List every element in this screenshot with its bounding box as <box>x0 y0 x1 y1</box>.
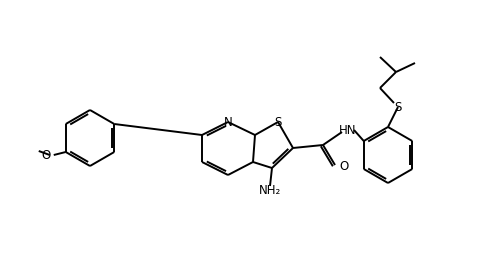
Text: NH₂: NH₂ <box>259 184 281 198</box>
Text: O: O <box>339 160 348 172</box>
Text: S: S <box>275 116 282 128</box>
Text: N: N <box>224 116 232 128</box>
Text: O: O <box>41 148 51 162</box>
Text: HN: HN <box>339 124 357 136</box>
Text: S: S <box>394 100 401 113</box>
